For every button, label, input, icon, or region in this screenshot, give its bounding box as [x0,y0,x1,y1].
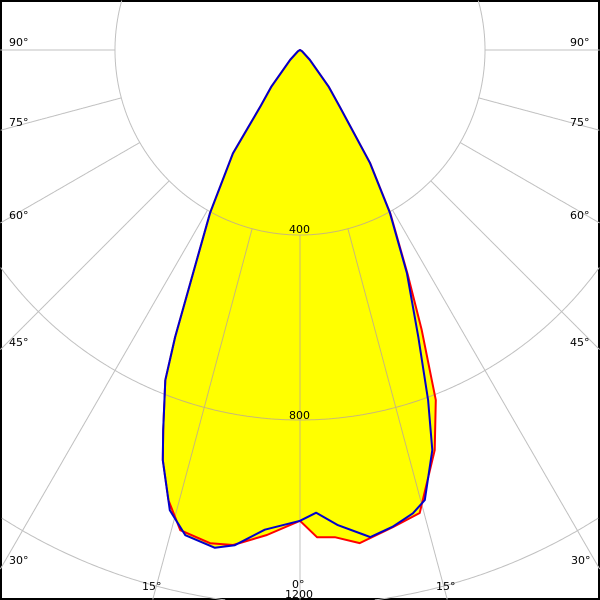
angle-label-right-60: 60° [570,209,590,222]
lobe-fill-1 [162,50,436,545]
radial-label-800: 800 [289,409,310,422]
inner-grid-ring-1200 [374,517,436,548]
angle-label-left-15: 15° [142,580,162,593]
grid-spoke-75 [478,97,600,131]
grid-ring-1200 [1,517,226,600]
angle-label-0: 0° [292,578,305,591]
grid-spoke--45 [0,180,170,350]
angle-label-left-90: 90° [9,36,29,49]
angle-label-left-75: 75° [9,116,29,129]
grid-spoke-30 [392,209,600,570]
radial-label-1200: 1200 [285,588,313,600]
grid-spoke--60 [0,142,141,224]
angle-label-right-15: 15° [436,580,456,593]
angle-label-right-75: 75° [570,116,590,129]
grid-ring-1200 [374,517,599,600]
radial-label-400: 400 [289,223,310,236]
grid-spoke--30 [0,209,208,570]
inner-grid-ring-800 [162,267,300,421]
angle-label-left-30: 30° [9,554,29,567]
inner-grid-ring-800 [300,267,436,421]
angle-label-right-90: 90° [570,36,590,49]
intensity-curve-0 [161,49,434,549]
grid-spoke--75 [0,97,122,131]
angle-label-left-60: 60° [9,209,29,222]
grid-spoke-45 [430,180,600,350]
inner-grid-ring-400 [162,50,300,236]
grid-spoke-60 [459,142,600,224]
angle-label-right-30: 30° [571,554,591,567]
inner-grid-ring-400 [300,50,436,236]
angle-label-left-45: 45° [9,336,29,349]
angle-label-right-45: 45° [570,336,590,349]
